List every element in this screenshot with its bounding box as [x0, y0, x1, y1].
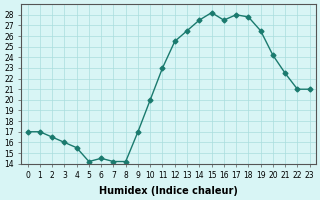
X-axis label: Humidex (Indice chaleur): Humidex (Indice chaleur)	[99, 186, 238, 196]
